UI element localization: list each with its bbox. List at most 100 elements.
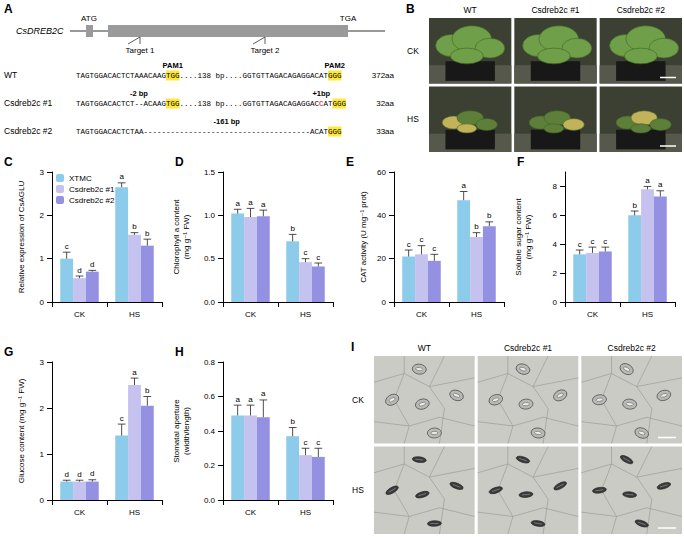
svg-text:TAGTGGACACTCTAA: TAGTGGACACTCTAA xyxy=(76,128,144,136)
svg-text:HS: HS xyxy=(129,508,140,517)
svg-text:ACAT: ACAT xyxy=(310,128,328,136)
svg-text:Csdreb2c #1: Csdreb2c #1 xyxy=(531,5,579,15)
svg-text:I: I xyxy=(351,340,354,354)
svg-text:c: c xyxy=(591,237,595,246)
svg-text:CK: CK xyxy=(245,508,257,517)
svg-text:c: c xyxy=(304,438,308,447)
svg-text:b: b xyxy=(145,229,150,238)
svg-text:Csdreb2c #1: Csdreb2c #1 xyxy=(4,98,52,108)
svg-text:0.4: 0.4 xyxy=(204,427,216,436)
svg-text:Chlorophyll a content: Chlorophyll a content xyxy=(172,199,181,275)
svg-text:CK: CK xyxy=(74,310,86,319)
svg-text:4: 4 xyxy=(553,240,558,249)
svg-text:0.6: 0.6 xyxy=(204,392,216,401)
svg-text:0: 0 xyxy=(553,298,558,307)
svg-text:c: c xyxy=(316,438,320,447)
svg-text:c: c xyxy=(603,237,607,246)
svg-text:Csdreb2c #2: Csdreb2c #2 xyxy=(617,5,665,15)
svg-text:--: -- xyxy=(135,100,144,108)
svg-text:c: c xyxy=(578,240,582,249)
svg-text:HS: HS xyxy=(300,508,311,517)
svg-text:40: 40 xyxy=(377,211,386,220)
svg-text:HS: HS xyxy=(352,485,364,495)
svg-text:c: c xyxy=(120,414,124,423)
svg-text:CK: CK xyxy=(407,46,419,56)
svg-text:3: 3 xyxy=(40,358,45,367)
svg-text:WT: WT xyxy=(418,343,431,353)
svg-text:b: b xyxy=(474,222,479,231)
svg-text:XTMC: XTMC xyxy=(69,174,92,183)
svg-text:CK: CK xyxy=(416,310,428,319)
svg-text:d: d xyxy=(90,469,94,478)
svg-text:+1bp: +1bp xyxy=(312,89,330,98)
svg-text:8: 8 xyxy=(553,182,558,191)
svg-text:20: 20 xyxy=(377,254,386,263)
svg-text:-2 bp: -2 bp xyxy=(130,89,148,98)
svg-text:2: 2 xyxy=(40,211,45,220)
svg-text:1.0: 1.0 xyxy=(204,211,216,220)
svg-text:372aa: 372aa xyxy=(372,71,395,80)
svg-text:0: 0 xyxy=(382,298,387,307)
svg-text:A: A xyxy=(4,2,13,16)
svg-text:d: d xyxy=(77,470,81,479)
svg-text:CK: CK xyxy=(245,310,257,319)
svg-text:0.5: 0.5 xyxy=(204,254,216,263)
svg-text:b: b xyxy=(290,417,295,426)
svg-text:-161 bp: -161 bp xyxy=(214,117,241,126)
svg-text:1: 1 xyxy=(40,450,45,459)
svg-text:60: 60 xyxy=(377,168,386,177)
svg-text:Csdreb2c #2: Csdreb2c #2 xyxy=(69,196,115,205)
svg-text:GGTGTTAGACAGAGGACAT: GGTGTTAGACAGAGGACAT xyxy=(243,72,329,80)
svg-text:H: H xyxy=(175,345,184,359)
svg-text:Stomatal aperture: Stomatal aperture xyxy=(172,399,181,463)
svg-text:0.0: 0.0 xyxy=(204,298,216,307)
svg-text:a: a xyxy=(461,181,466,190)
svg-text:GGG: GGG xyxy=(328,72,342,80)
svg-text:ACAAG: ACAAG xyxy=(144,100,167,108)
svg-text:d: d xyxy=(64,470,68,479)
svg-text:CsDREB2C: CsDREB2C xyxy=(16,26,64,36)
svg-text:HS: HS xyxy=(642,310,653,319)
svg-text:Csdreb2c #2: Csdreb2c #2 xyxy=(4,126,52,136)
svg-text:WT: WT xyxy=(464,5,477,15)
svg-text:a: a xyxy=(235,395,240,404)
svg-text:HS: HS xyxy=(407,114,419,124)
svg-text:0.2: 0.2 xyxy=(204,461,216,470)
svg-text:a: a xyxy=(119,172,124,181)
svg-text:Glucose content (mg g⁻¹ FW): Glucose content (mg g⁻¹ FW) xyxy=(17,378,26,483)
svg-text:b: b xyxy=(632,201,637,210)
svg-text:c: c xyxy=(65,242,69,251)
svg-text:1.5: 1.5 xyxy=(204,168,216,177)
svg-text:CK: CK xyxy=(352,395,364,405)
svg-text:TAGTGGACACTCT: TAGTGGACACTCT xyxy=(76,100,135,108)
svg-text:(mg g⁻¹ FW): (mg g⁻¹ FW) xyxy=(524,214,533,259)
svg-text:PAM2: PAM2 xyxy=(325,61,345,70)
svg-text:(width/length): (width/length) xyxy=(182,407,191,455)
svg-text:a: a xyxy=(658,180,663,189)
svg-text:0.0: 0.0 xyxy=(204,496,216,505)
svg-text:b: b xyxy=(145,386,150,395)
svg-text:(mg g⁻¹ FW): (mg g⁻¹ FW) xyxy=(182,214,191,259)
svg-text:6: 6 xyxy=(553,211,558,220)
svg-text:HS: HS xyxy=(300,310,311,319)
svg-text:a: a xyxy=(248,395,253,404)
svg-text:ATG: ATG xyxy=(81,14,97,23)
svg-text:d: d xyxy=(77,266,81,275)
svg-text:AT: AT xyxy=(324,100,333,108)
svg-text:GGG: GGG xyxy=(328,128,342,136)
svg-text:Soluble sugar content: Soluble sugar content xyxy=(514,198,523,276)
svg-text:0: 0 xyxy=(40,298,45,307)
svg-text:TGG: TGG xyxy=(166,72,180,80)
svg-text:Target 1: Target 1 xyxy=(126,46,155,55)
svg-text:a: a xyxy=(261,389,266,398)
svg-text:d: d xyxy=(90,260,94,269)
svg-text:TGG: TGG xyxy=(166,100,180,108)
svg-text:32aa: 32aa xyxy=(376,99,394,108)
svg-text:33aa: 33aa xyxy=(376,127,394,136)
svg-text:c: c xyxy=(304,248,308,257)
svg-text:a: a xyxy=(645,176,650,185)
svg-text:G: G xyxy=(4,345,13,359)
svg-text:2: 2 xyxy=(553,269,558,278)
svg-text:a: a xyxy=(235,199,240,208)
svg-text:....138 bp....: ....138 bp.... xyxy=(180,100,243,108)
